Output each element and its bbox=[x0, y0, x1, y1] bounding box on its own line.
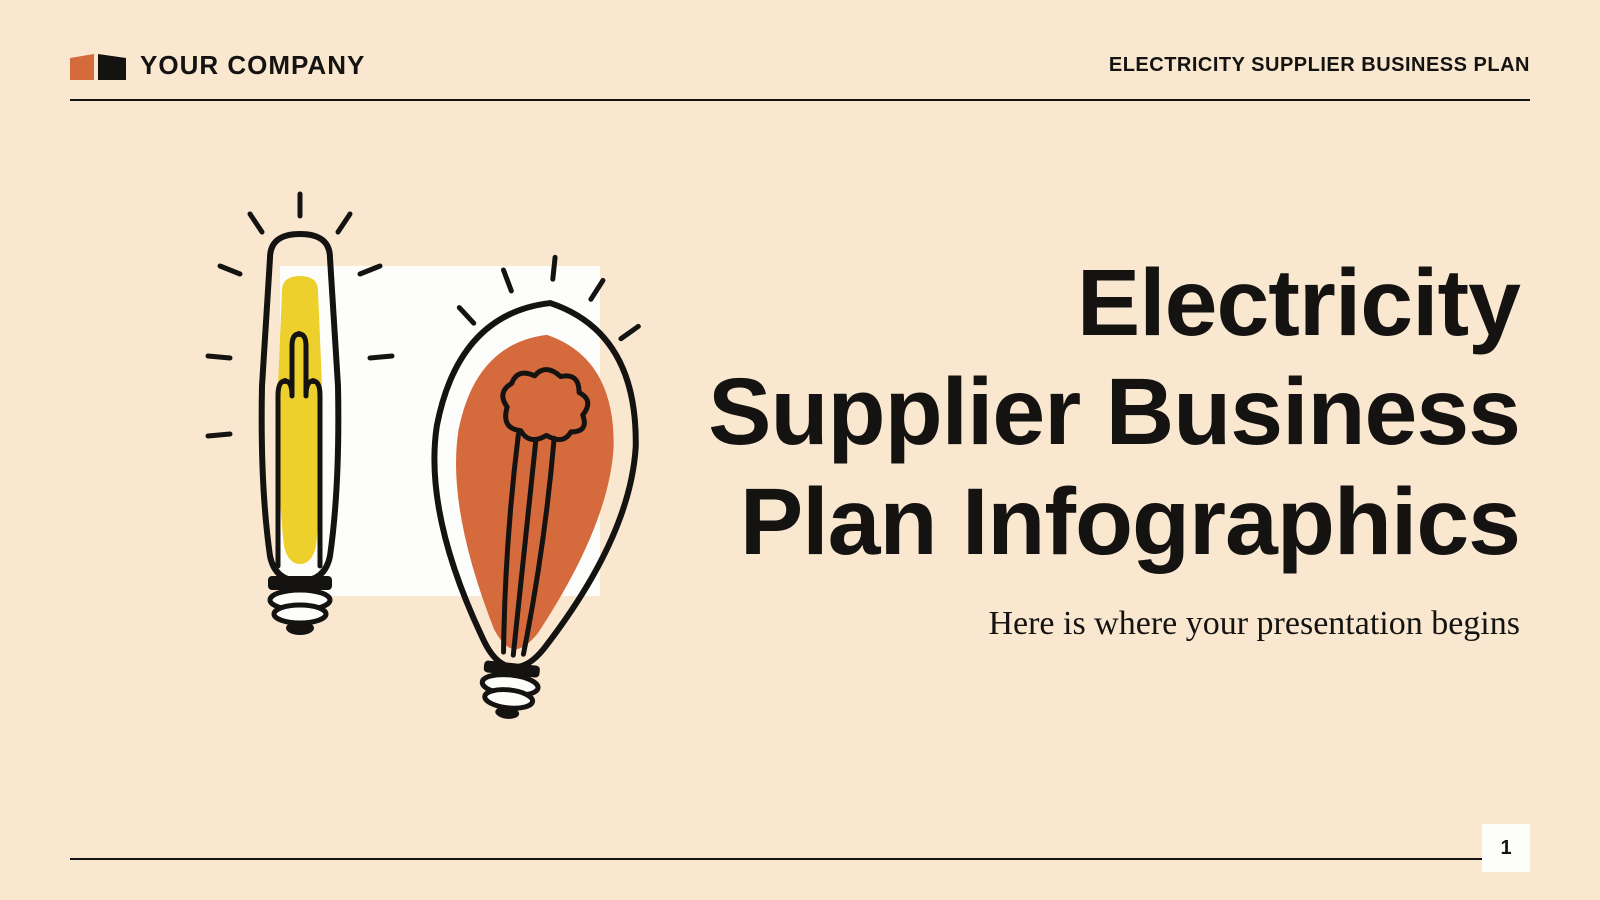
bottom-divider bbox=[70, 858, 1530, 860]
subtitle: Here is where your presentation begins bbox=[690, 605, 1520, 643]
lightbulb-yellow-icon bbox=[190, 186, 410, 666]
lightbulb-illustration bbox=[130, 166, 690, 726]
logo-shape-left bbox=[70, 54, 94, 80]
page-number-box: 1 bbox=[1482, 824, 1530, 872]
main-title: Electricity Supplier Business Plan Infog… bbox=[690, 249, 1520, 577]
content: Electricity Supplier Business Plan Infog… bbox=[70, 101, 1530, 791]
page-number: 1 bbox=[1500, 837, 1511, 860]
lightbulb-orange-icon bbox=[365, 233, 696, 760]
slide: YOUR COMPANY ELECTRICITY SUPPLIER BUSINE… bbox=[0, 0, 1600, 900]
footer: 1 bbox=[70, 858, 1530, 860]
logo-shape-right bbox=[98, 54, 126, 80]
header-subtitle: ELECTRICITY SUPPLIER BUSINESS PLAN bbox=[1109, 54, 1530, 77]
header: YOUR COMPANY ELECTRICITY SUPPLIER BUSINE… bbox=[70, 50, 1530, 99]
logo-group: YOUR COMPANY bbox=[70, 50, 365, 81]
logo-icon bbox=[70, 52, 126, 80]
company-name: YOUR COMPANY bbox=[140, 50, 365, 81]
text-block: Electricity Supplier Business Plan Infog… bbox=[690, 249, 1530, 643]
